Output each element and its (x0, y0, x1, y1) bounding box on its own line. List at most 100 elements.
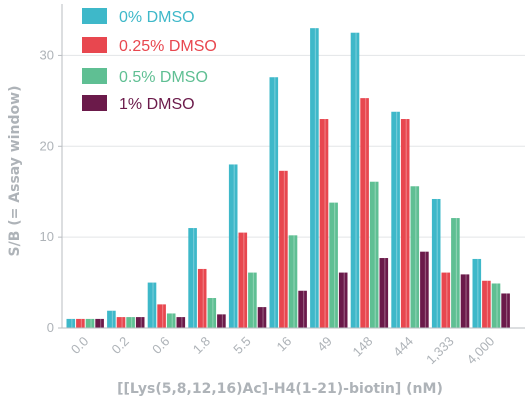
legend-label: 0% DMSO (119, 9, 195, 26)
bar-highlight (334, 202, 336, 328)
bar (491, 283, 501, 328)
x-tick-label: 148 (350, 334, 376, 360)
bar (217, 314, 226, 328)
bar-highlight (405, 119, 407, 329)
legend-label: 0.25% DMSO (119, 38, 217, 55)
bar (147, 282, 157, 328)
bar-highlight (80, 318, 83, 328)
bar (391, 111, 400, 328)
bar-highlight (465, 274, 467, 328)
bar-highlight (111, 310, 114, 328)
bar (135, 317, 145, 328)
bar (460, 274, 470, 328)
y-tick-label: 10 (40, 229, 54, 244)
bar (126, 317, 135, 328)
bar-highlight (212, 298, 214, 328)
bar (238, 232, 248, 328)
legend-swatch (82, 68, 107, 84)
x-tick-label: 5.5 (230, 334, 253, 357)
bar (410, 186, 420, 328)
bar (197, 268, 207, 328)
bar (228, 164, 238, 328)
bar (176, 317, 186, 328)
bar (298, 290, 307, 328)
bar-highlight (324, 119, 326, 329)
bar-highlight (171, 313, 173, 328)
bar-highlight (424, 251, 427, 328)
bar (472, 258, 482, 328)
x-tick-label: 49 (314, 334, 335, 355)
bar (248, 272, 257, 328)
x-tick-label: 16 (273, 334, 294, 355)
bar (379, 258, 389, 328)
bar (482, 280, 491, 328)
bar-highlight (365, 98, 367, 328)
bar-highlight (100, 318, 102, 328)
bar (338, 272, 348, 328)
bar-highlight (193, 228, 195, 328)
bar (319, 119, 329, 329)
bar-highlight (71, 318, 73, 328)
bar-highlight (162, 304, 164, 328)
bar-highlight (374, 181, 376, 328)
bars (66, 28, 510, 329)
bar (188, 228, 197, 328)
y-tick-label: 20 (40, 138, 54, 153)
bar-highlight (233, 164, 235, 328)
bar-highlight (343, 272, 345, 328)
x-tick-label: 1,333 (423, 334, 457, 368)
bar (360, 98, 369, 328)
bar (441, 272, 451, 328)
bar-highlight (446, 272, 448, 328)
legend-swatch (82, 95, 107, 111)
bar (76, 318, 85, 328)
x-tick-label: 0.0 (68, 334, 91, 357)
bar (116, 317, 126, 328)
bar-highlight (262, 307, 264, 328)
legend-swatch (82, 37, 107, 53)
bar-highlight (181, 317, 183, 328)
bar-highlight (486, 280, 489, 328)
axes (58, 4, 525, 329)
y-tick-label: 0 (47, 320, 54, 335)
bar (257, 307, 267, 328)
bar-highlight (384, 258, 386, 328)
bar-highlight (436, 198, 438, 328)
bar (279, 170, 288, 328)
bar-highlight (152, 282, 154, 328)
x-tick-label: 0.2 (109, 334, 132, 357)
bar (269, 77, 279, 328)
y-axis-title: S/B (= Assay window) (7, 86, 23, 257)
bar-highlight (274, 77, 276, 328)
bar (157, 304, 166, 328)
x-tick-label: 4,000 (464, 334, 498, 368)
bar (85, 318, 95, 328)
bar-highlight (314, 28, 317, 329)
bar-highlight (455, 218, 458, 328)
bar-highlight (396, 111, 398, 328)
x-tick-label: 1.8 (190, 334, 213, 357)
bar (66, 318, 76, 328)
bar-highlight (496, 283, 498, 328)
bar-highlight (283, 170, 286, 328)
bar (288, 235, 298, 328)
bar (207, 298, 217, 328)
bar-highlight (140, 317, 142, 328)
legend-swatch (82, 8, 107, 24)
bar-highlight (243, 232, 245, 328)
legend: 0% DMSO 0.25% DMSO 0.5% DMSO 1% DMSO (82, 8, 217, 113)
x-tick-label: 0.6 (149, 334, 172, 357)
bar (310, 28, 319, 329)
bar-highlight (90, 318, 92, 328)
bar-highlight (355, 32, 357, 328)
bar (400, 119, 410, 329)
bar-highlight (415, 186, 417, 328)
bar-highlight (477, 258, 479, 328)
bar (166, 313, 176, 328)
bar-highlight (131, 317, 133, 328)
bar-highlight (221, 314, 224, 328)
x-axis-title: [[Lys(5,8,12,16)Ac]-H4(1-21)-biotin] (nM… (117, 381, 443, 397)
bar (107, 310, 116, 328)
bar-highlight (293, 235, 295, 328)
